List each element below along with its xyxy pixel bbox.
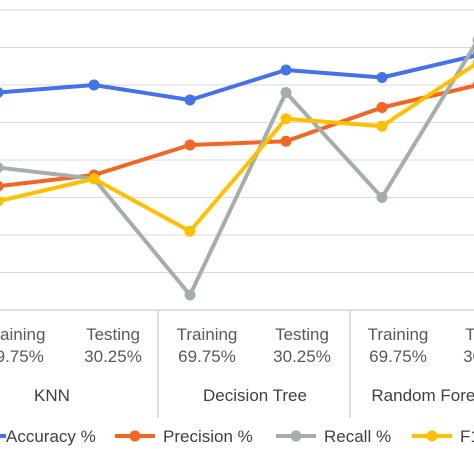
- category-value-label: 30.25%: [463, 347, 474, 366]
- x-axis-labels: Training 69.75% Testing 30.25% KNN Training 69…: [0, 325, 474, 405]
- data-point-accuracy: [376, 72, 388, 83]
- legend-marker-f1: [426, 430, 438, 442]
- legend: Accuracy % Precision % Recall % F1: [0, 427, 474, 446]
- legend-label-f1: F1: [460, 427, 474, 446]
- data-point-precision: [184, 139, 196, 151]
- data-point-recall: [184, 289, 196, 301]
- category-value-label: 69.75%: [0, 347, 44, 366]
- data-point-precision: [376, 102, 388, 113]
- group-label: Decision Tree: [203, 386, 307, 405]
- category-value-label: 30.25%: [84, 347, 142, 366]
- group-label: Random Forest: [371, 386, 474, 405]
- data-point-recall: [280, 87, 292, 98]
- data-point-f1: [184, 225, 196, 237]
- category-label: Testing: [275, 325, 329, 344]
- category-label: Training: [0, 325, 45, 344]
- series-layer: [0, 36, 474, 301]
- data-point-f1: [376, 120, 388, 132]
- category-value-label: 30.25%: [273, 347, 331, 366]
- category-label: Training: [177, 325, 238, 344]
- series-line-precision: [0, 83, 474, 189]
- axis-lines: [0, 309, 474, 418]
- legend-marker-precision: [129, 430, 141, 442]
- data-point-accuracy: [280, 64, 292, 76]
- category-value-label: 69.75%: [369, 347, 427, 366]
- legend-label-recall: Recall %: [324, 427, 391, 446]
- series-line-accuracy: [0, 53, 474, 102]
- legend-label-precision: Precision %: [163, 427, 253, 446]
- data-point-precision: [0, 181, 4, 192]
- category-label: Testing: [465, 325, 474, 344]
- series-line-recall: [0, 42, 474, 297]
- category-label: Testing: [86, 325, 140, 344]
- group-label: KNN: [34, 386, 70, 405]
- legend-label-accuracy: Accuracy %: [6, 427, 96, 446]
- data-point-recall: [0, 162, 4, 173]
- data-point-f1: [0, 196, 4, 207]
- data-point-accuracy: [88, 79, 100, 91]
- data-point-recall: [376, 192, 388, 203]
- category-label: Training: [368, 325, 429, 344]
- data-point-f1: [280, 113, 292, 125]
- data-point-accuracy: [0, 87, 4, 98]
- data-point-f1: [88, 173, 100, 185]
- data-point-precision: [280, 135, 292, 147]
- category-value-label: 69.75%: [178, 347, 236, 366]
- legend-marker-recall: [290, 430, 302, 442]
- data-point-accuracy: [184, 94, 196, 106]
